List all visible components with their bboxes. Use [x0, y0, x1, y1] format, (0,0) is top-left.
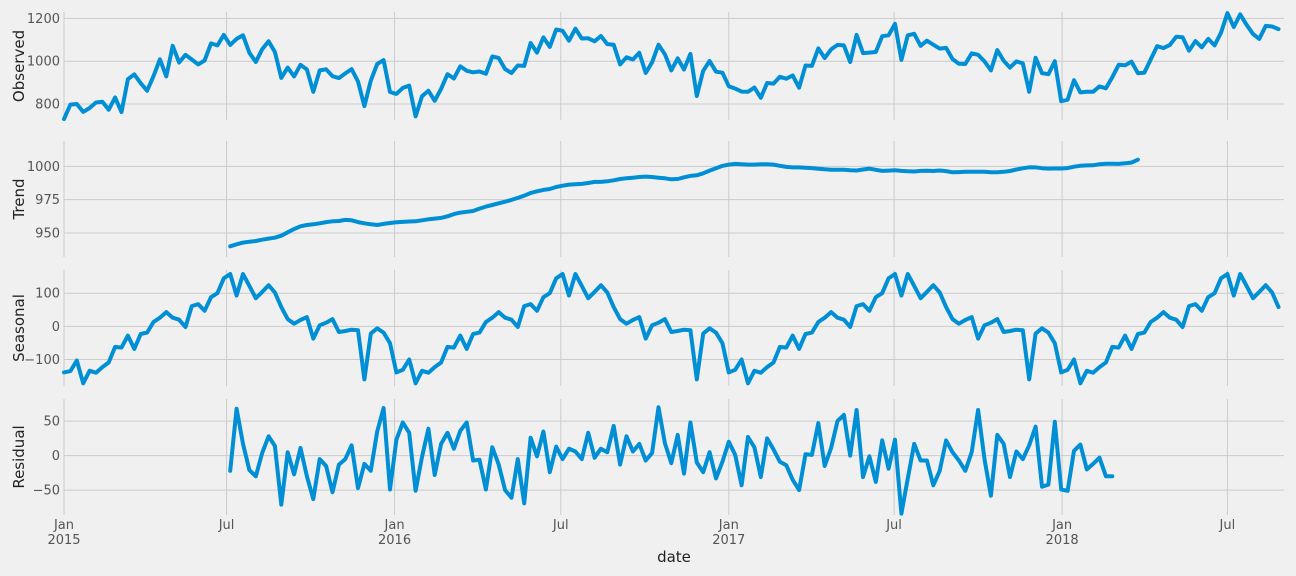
- trend-y-axis-label: Trend: [10, 178, 28, 220]
- seasonal-series-line: [62, 272, 1281, 386]
- x-tick-label: Jan: [718, 518, 739, 533]
- x-tick-label: Jan: [384, 518, 405, 533]
- x-tick-label: Jul: [1219, 518, 1236, 533]
- seasonal-y-tick-label: 0: [52, 320, 60, 335]
- residual-panel: −50 0 50 Residual: [10, 399, 1284, 516]
- residual-y-tick-label: −50: [33, 484, 60, 499]
- x-tick-label: Jan: [53, 518, 74, 533]
- observed-y-axis-label: Observed: [10, 30, 28, 102]
- x-tick-label: Jul: [885, 518, 902, 533]
- x-tick-label: Jul: [552, 518, 569, 533]
- seasonal-y-axis-label: Seasonal: [10, 294, 28, 362]
- observed-y-tick-label: 800: [35, 97, 60, 112]
- x-tick-year-label: 2016: [378, 533, 411, 548]
- x-tick-year-label: 2018: [1046, 533, 1079, 548]
- trend-y-tick-label: 950: [35, 227, 60, 242]
- seasonal-y-tick-label: −100: [24, 353, 60, 368]
- x-tick-year-label: 2017: [712, 533, 745, 548]
- trend-y-tick-label: 1000: [27, 160, 60, 175]
- residual-y-tick-label: 0: [52, 449, 60, 464]
- seasonal-y-tick-label: 100: [35, 287, 60, 302]
- x-tick-label: Jul: [218, 518, 235, 533]
- residual-series-line: [228, 405, 1115, 516]
- observed-series-line: [62, 11, 1281, 122]
- residual-y-axis-label: Residual: [10, 425, 28, 488]
- observed-y-tick-label: 1200: [27, 12, 60, 27]
- observed-y-tick-label: 1000: [27, 55, 60, 70]
- residual-y-tick-label: 50: [43, 415, 60, 430]
- x-tick-label: Jan: [1051, 518, 1072, 533]
- seasonal-panel: −100 0 100 Seasonal: [10, 270, 1284, 386]
- trend-panel: 950 975 1000 Trend: [10, 141, 1284, 257]
- x-tick-year-label: 2015: [47, 533, 80, 548]
- trend-series-line: [228, 157, 1140, 249]
- trend-y-tick-label: 975: [35, 193, 60, 208]
- x-axis-label: date: [657, 548, 691, 566]
- observed-panel: 800 1000 1200 Observed: [10, 11, 1284, 122]
